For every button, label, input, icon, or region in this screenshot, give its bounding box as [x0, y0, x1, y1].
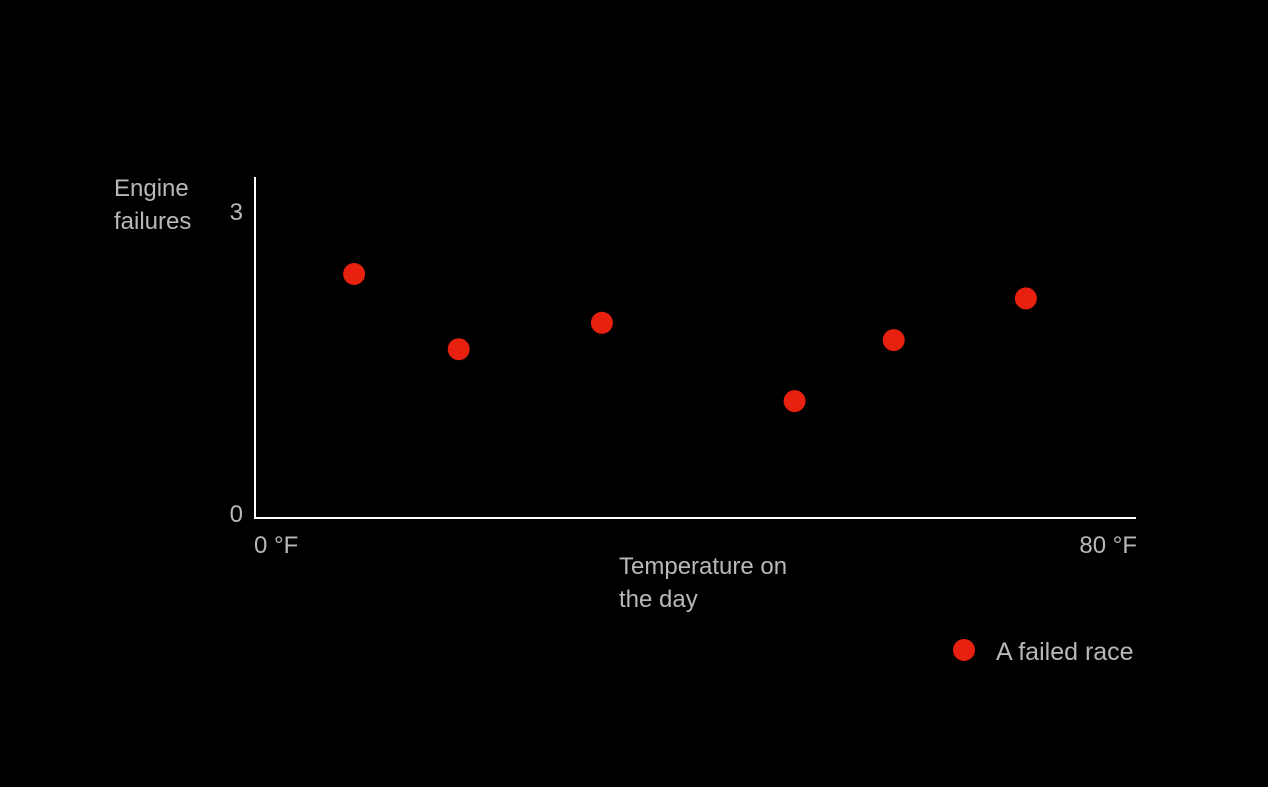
data-point-4: [783, 390, 806, 413]
data-point-3: [590, 311, 613, 334]
data-point-2: [447, 338, 470, 361]
x-axis-label-line-2: the day: [619, 586, 698, 613]
data-point-1: [343, 263, 366, 285]
x-axis-label-line-1: Temperature on: [619, 553, 787, 580]
data-point-6: [1014, 287, 1037, 310]
legend-label: A failed race: [996, 638, 1134, 666]
y-axis-label-line-2: failures: [114, 208, 191, 235]
y-tick-label-min: 0: [230, 501, 243, 528]
legend-marker: [953, 639, 975, 661]
x-tick-label-min: 0 °F: [254, 532, 298, 559]
y-tick-label-max: 3: [230, 199, 243, 226]
x-tick-label-max: 80 °F: [1079, 532, 1137, 559]
data-points-group: [343, 263, 1037, 413]
y-axis-label-line-1: Engine: [114, 175, 189, 202]
data-point-5: [882, 329, 905, 352]
legend: A failed race: [953, 638, 1134, 666]
